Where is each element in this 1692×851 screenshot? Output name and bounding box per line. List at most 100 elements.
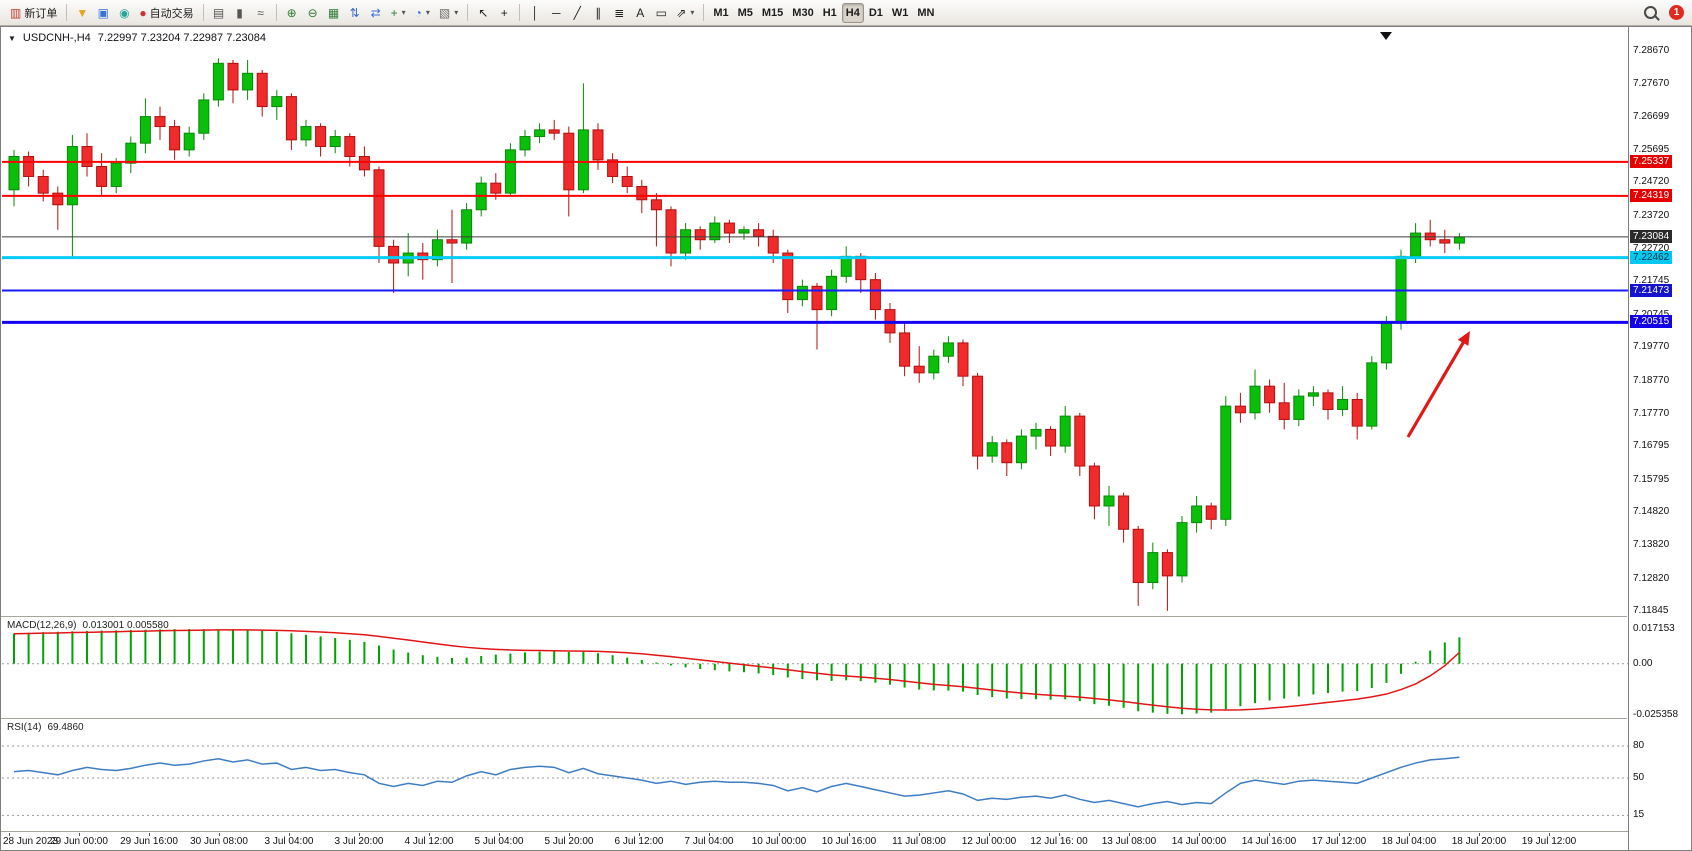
candle-body	[767, 235, 779, 254]
community-button[interactable]: ◉	[114, 3, 134, 23]
timeframe-m15-button-label: M15	[761, 6, 784, 19]
search-button[interactable]	[1640, 3, 1661, 23]
candle-body	[1453, 236, 1465, 244]
text-button[interactable]: A	[630, 3, 650, 23]
time-axis-label: 5 Jul 20:00	[544, 836, 594, 847]
new-chart-caret-icon[interactable]: ▾	[401, 8, 406, 17]
candle-body	[592, 129, 604, 161]
trendline-button[interactable]: ╱	[567, 3, 587, 23]
hline-icon: ─	[551, 5, 561, 20]
terminal-button[interactable]: ▣	[93, 3, 113, 23]
cursor-button[interactable]: ↖	[473, 3, 493, 23]
candle-body	[198, 99, 210, 134]
funnel-button[interactable]: ▼	[72, 3, 92, 23]
hline-button[interactable]: ─	[546, 3, 566, 23]
new-order-button[interactable]: ▥ 新订单	[6, 3, 61, 23]
candle-body	[1278, 402, 1290, 420]
notification-badge[interactable]: 1	[1669, 5, 1684, 20]
toolbar-separator	[703, 4, 705, 21]
candle-body	[388, 245, 400, 264]
candlestick-chart[interactable]	[2, 29, 1628, 616]
zoom-in-button[interactable]: ⊕	[282, 3, 302, 23]
rsi-line	[13, 756, 1460, 808]
time-axis-tick	[709, 833, 710, 836]
timeframe-m5-button-label: M5	[737, 6, 753, 19]
macd-splitter[interactable]	[1, 616, 1627, 617]
candle-body	[607, 159, 619, 177]
timeframe-w1-button-label: W1	[891, 6, 909, 19]
funnel-icon: ▼	[76, 5, 89, 20]
time-axis-label: 13 Jul 08:00	[1101, 836, 1157, 847]
timeframe-h4-button-label: H4	[845, 6, 860, 19]
candle-body	[650, 199, 662, 211]
macd-signal-line	[13, 629, 1460, 711]
time-axis[interactable]: 28 Jun 2023 29 Jun 00:00 29 Jun 16:00 30 Ju…	[1, 833, 1627, 850]
new-chart-button[interactable]: + ▾	[387, 3, 410, 23]
toolbar-separator	[275, 4, 277, 21]
timeframe-d1-button[interactable]: D1	[865, 3, 887, 23]
price-axis-label: 7.19770	[1633, 341, 1670, 353]
chart-candles-button[interactable]: ▮	[230, 3, 250, 23]
macd-label: MACD(12,26,9) 0.013001 0.005580	[7, 620, 169, 631]
timeframe-m30-button[interactable]: M30	[788, 3, 817, 23]
timeframe-m15-button[interactable]: M15	[758, 3, 787, 23]
timeframe-mn-button[interactable]: MN	[913, 3, 938, 23]
autotrading-button[interactable]: ● 自动交易	[135, 3, 197, 23]
chart-line-button[interactable]: ≈	[251, 3, 271, 23]
fibonacci-button[interactable]: ≣	[609, 3, 629, 23]
vline-button[interactable]: │	[525, 3, 545, 23]
time-axis-tick	[499, 833, 500, 836]
rsi-splitter[interactable]	[1, 718, 1627, 719]
candle-body	[1132, 528, 1144, 584]
price-axis-label: 7.16795	[1633, 440, 1670, 452]
candle-body	[1439, 239, 1451, 244]
candle-body	[1205, 505, 1217, 520]
candle-body	[256, 72, 268, 108]
trend-arrow-head	[1457, 331, 1470, 346]
tile-windows-button[interactable]: ▦	[324, 3, 344, 23]
timeframe-m5-button[interactable]: M5	[734, 3, 757, 23]
timeframe-h1-button[interactable]: H1	[819, 3, 841, 23]
templates-button[interactable]: ▧ ▾	[435, 3, 462, 23]
price-axis-label: 7.13820	[1633, 539, 1670, 551]
arrange-charts-button[interactable]: ⇅	[345, 3, 365, 23]
macd-axis-label: -0.025358	[1633, 708, 1679, 720]
macd-panel[interactable]	[2, 618, 1628, 718]
timeframe-w1-button[interactable]: W1	[888, 3, 913, 23]
price-axis[interactable]: 7.28670 7.27670 7.26699 7.25695 7.24720 7.237…	[1628, 27, 1691, 850]
profiles-button[interactable]: ◔ ▾	[411, 3, 434, 23]
toolbar-separator	[519, 4, 521, 21]
chart-bars-button[interactable]: ▤	[209, 3, 229, 23]
timeframe-m1-button[interactable]: M1	[709, 3, 732, 23]
trend-arrow-annotation[interactable]	[1406, 337, 1468, 438]
chart-top-marker-icon	[1380, 32, 1392, 40]
candle-body	[490, 182, 502, 194]
toolbar-separator	[66, 4, 68, 21]
candle-body	[1118, 495, 1130, 530]
candle-body	[840, 255, 852, 277]
candle-body	[110, 162, 122, 187]
crosshair-button[interactable]: +	[494, 3, 514, 23]
shapes-caret-icon[interactable]: ▾	[690, 8, 695, 17]
rsi-panel[interactable]	[2, 720, 1628, 831]
timeframe-h4-button[interactable]: H4	[841, 2, 864, 23]
candle-body	[899, 332, 911, 367]
symbol-label: USDCNH-,H4	[22, 32, 91, 44]
zoom-out-button[interactable]: ⊖	[303, 3, 323, 23]
price-axis-label: 7.28670	[1633, 45, 1670, 56]
price-axis-label: 7.27670	[1633, 78, 1670, 90]
channel-button[interactable]: ∥	[588, 3, 608, 23]
time-axis-label: 3 Jul 20:00	[334, 836, 384, 847]
crosshair-icon: +	[500, 5, 508, 20]
label-button[interactable]: ▭	[651, 3, 671, 23]
templates-caret-icon[interactable]: ▾	[454, 8, 459, 17]
candle-body	[1147, 552, 1159, 584]
time-axis-label: 7 Jul 04:00	[684, 836, 734, 847]
shift-chart-button[interactable]: ⇄	[366, 3, 386, 23]
candle-body	[169, 126, 181, 151]
profiles-caret-icon[interactable]: ▾	[425, 8, 430, 17]
symbol-dropdown-icon[interactable]: ▼	[8, 33, 16, 43]
label-icon: ▭	[655, 5, 667, 20]
shapes-button[interactable]: ⇗ ▾	[672, 3, 698, 23]
